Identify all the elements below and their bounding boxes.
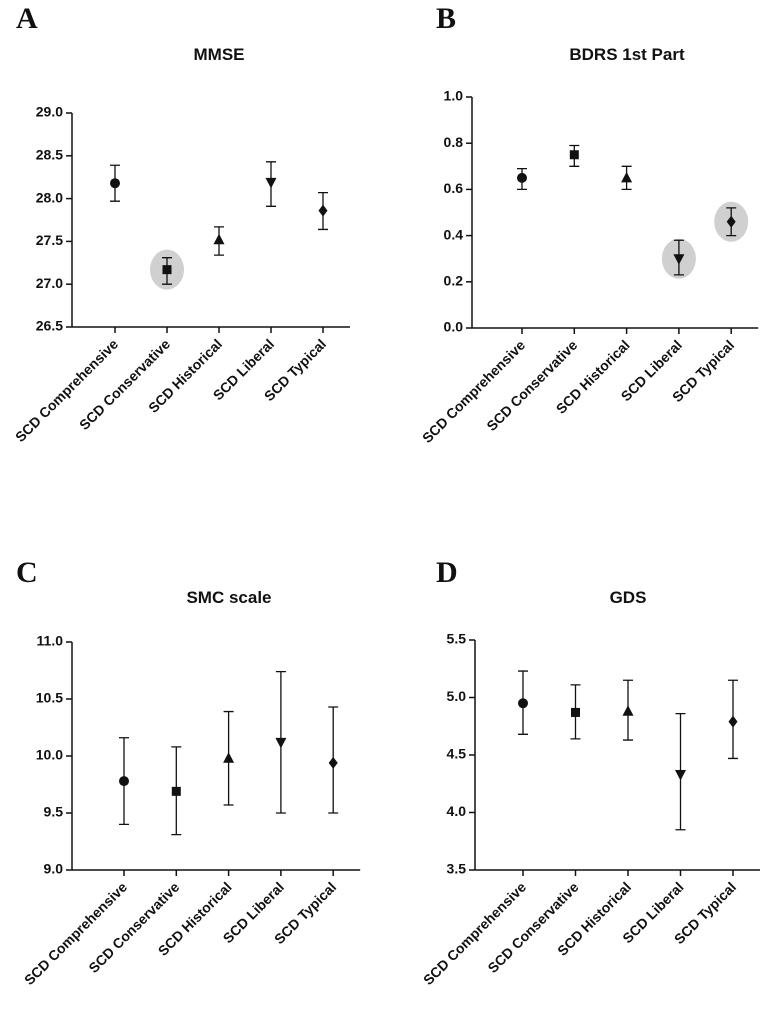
x-tick-label: SCD Comprehensive [419,337,528,446]
y-tick-label: 10.0 [36,747,63,763]
x-tick-label: SCD Conservative [85,879,182,976]
y-tick-label: 27.5 [36,232,63,248]
y-tick-label: 0.6 [444,180,464,196]
marker [265,177,277,189]
marker [673,254,685,265]
x-tick-label: SCD Comprehensive [12,336,121,445]
x-tick-label: SCD Conservative [483,337,580,434]
marker [569,150,579,160]
y-tick-label: 4.5 [447,746,467,762]
panel: A MMSE 26.5 27.0 27.5 28.0 28.5 29.0 SCD Compreh… [12,2,350,445]
y-tick-label: 5.5 [447,631,467,647]
marker [223,752,235,763]
marker [675,770,686,781]
y-tick-label: 28.5 [36,147,63,163]
x-tick-label: SCD Comprehensive [21,879,130,988]
chart-title: SMC scale [186,588,271,607]
y-tick-label: 4.0 [447,803,467,819]
panel-letter: B [436,2,456,35]
y-tick-label: 26.5 [36,318,63,334]
x-tick-label: SCD Conservative [484,879,581,976]
y-tick-label: 5.0 [447,688,467,704]
y-tick-label: 1.0 [444,88,464,104]
panel: C SMC scale 9.0 9.5 10.0 10.5 11.0 SCD Comprehe… [16,556,361,988]
panel: D GDS 3.5 4.0 4.5 5.0 5.5 SCD ComprehensiveSCD … [420,556,760,988]
y-tick-label: 9.5 [44,804,64,820]
y-tick-label: 27.0 [36,275,63,291]
marker [213,233,225,245]
panel-letter: D [436,556,458,589]
marker [621,171,633,183]
chart-title: MMSE [194,45,245,64]
marker [726,215,736,228]
y-tick-label: 29.0 [36,104,63,120]
marker [518,698,528,709]
marker [119,776,129,787]
marker [162,265,172,275]
chart-title: GDS [610,588,647,607]
marker [571,707,580,717]
y-tick-label: 11.0 [37,633,64,649]
panel-letter: A [16,2,38,35]
panel-letter: C [16,556,38,589]
marker [318,204,328,217]
x-tick-label: SCD Comprehensive [420,879,529,988]
panel: B BDRS 1st Part 0.0 0.2 0.4 0.6 0.8 1.0 SCD Comp… [419,2,759,446]
marker [328,756,338,769]
marker [622,705,634,716]
y-tick-label: 0.4 [444,226,464,242]
marker [728,715,738,728]
x-tick-label: SCD Conservative [76,336,173,433]
y-tick-label: 3.5 [447,861,467,877]
marker [517,172,527,183]
y-tick-label: 0.2 [444,273,464,289]
marker [110,178,120,189]
marker [275,737,287,749]
marker [171,786,181,796]
y-tick-label: 9.0 [44,861,64,877]
chart-title: BDRS 1st Part [569,45,685,64]
y-tick-label: 0.0 [444,319,464,335]
y-tick-label: 0.8 [444,134,464,150]
y-tick-label: 10.5 [36,690,63,706]
y-tick-label: 28.0 [36,189,63,205]
